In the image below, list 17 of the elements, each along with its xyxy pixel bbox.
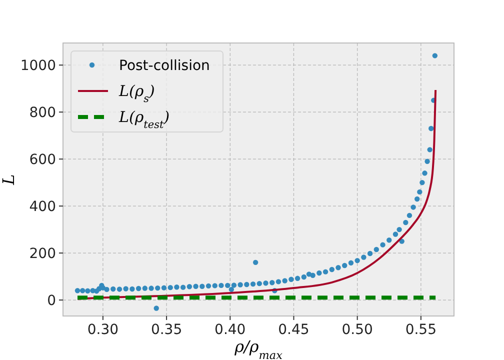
legend-label: Post-collision: [119, 58, 210, 74]
y-tick-label: 200: [29, 246, 56, 262]
x-tick-label: 0.50: [342, 322, 373, 338]
x-tick-label: 0.40: [214, 322, 246, 338]
y-tick-label: 1000: [20, 58, 56, 74]
y-tick-label: 0: [47, 293, 56, 310]
x-tick-label: 0.55: [405, 322, 437, 338]
legend-label: L(ρ$_{s}$): [118, 82, 156, 105]
y-tick-label: 600: [29, 152, 56, 168]
x-tick-label: 0.30: [87, 322, 119, 338]
y-tick-label: 800: [29, 105, 56, 122]
x-axis-title: ρ/ρ$_{max}$: [234, 337, 284, 360]
x-tick-label: 0.35: [150, 322, 182, 338]
x-tick-label: 0.45: [278, 322, 310, 338]
legend-label: L(ρ$_{test}$): [118, 108, 170, 131]
y-tick-label: 400: [29, 199, 56, 216]
y-axis-title: L: [0, 174, 18, 186]
